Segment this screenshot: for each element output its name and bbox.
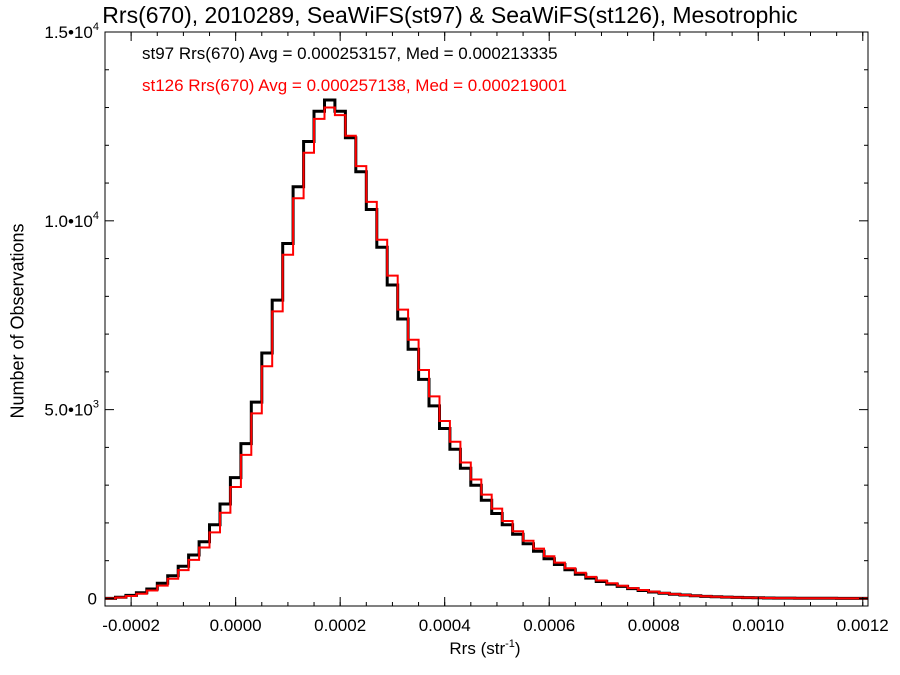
x-tick-label: 0.0000 (210, 616, 262, 635)
y-tick-mantissa: 1.0•10 (44, 212, 93, 231)
plot-frame (104, 31, 869, 607)
x-axis-label-sup: -1 (505, 638, 515, 650)
annotation-st126: st126 Rrs(670) Avg = 0.000257138, Med = … (142, 76, 568, 95)
x-tick-label: 0.0002 (314, 616, 366, 635)
x-axis-label-close: ) (514, 639, 521, 658)
x-tick-label: 0.0006 (523, 616, 575, 635)
x-tick-label: 0.0008 (628, 616, 680, 635)
y-tick-label: 5.0•103 (44, 399, 99, 420)
x-tick-label: 0.0010 (732, 616, 784, 635)
y-tick-label: 1.5•104 (44, 21, 99, 42)
y-tick-exponent: 3 (93, 399, 99, 411)
annotation-st97: st97 Rrs(670) Avg = 0.000253157, Med = 0… (142, 44, 558, 63)
x-tick-label: 0.0004 (419, 616, 471, 635)
y-tick-mantissa: 0 (88, 589, 97, 608)
series-line-1 (105, 106, 868, 600)
y-tick-mantissa: 1.5•10 (44, 23, 93, 42)
x-axis-label-text: Rrs (str (449, 639, 506, 658)
x-tick-label: 0.0012 (837, 616, 889, 635)
y-tick-label: 1.0•104 (44, 210, 99, 231)
y-tick-mantissa: 5.0•10 (44, 401, 93, 420)
x-axis-label: Rrs (str-1) (0, 638, 900, 659)
y-tick-exponent: 4 (93, 21, 99, 33)
y-tick-label: 0 (88, 589, 97, 608)
y-tick-exponent: 4 (93, 210, 99, 222)
y-axis-label: Number of Observations (7, 223, 28, 419)
chart-title: Rrs(670), 2010289, SeaWiFS(st97) & SeaWi… (102, 2, 798, 28)
x-tick-label: -0.0002 (102, 616, 160, 635)
